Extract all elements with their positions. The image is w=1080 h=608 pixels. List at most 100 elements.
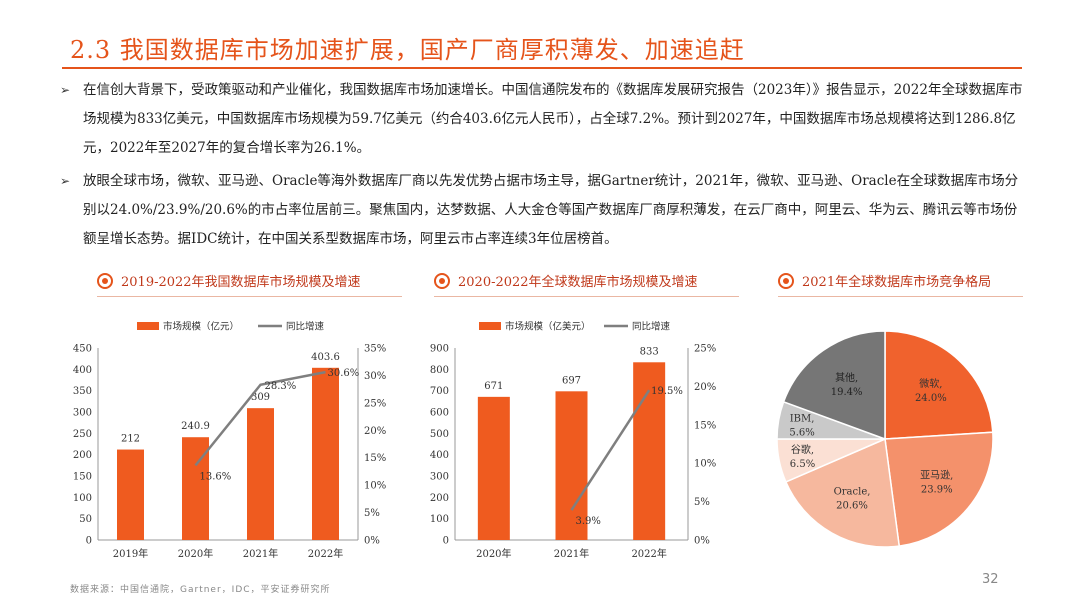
source-note: 数据来源：中国信通院，Gartner，IDC，平安证券研究所 — [70, 585, 331, 595]
left-tick-label: 200 — [430, 493, 449, 504]
growth-data-label: 30.6% — [328, 368, 360, 379]
x-tick-label: 2021年 — [243, 547, 278, 560]
x-tick-label: 2021年 — [554, 547, 589, 560]
target-icon — [434, 272, 450, 289]
section-divider — [97, 296, 402, 297]
bar-data-label: 403.6 — [311, 352, 340, 363]
pie-slice — [884, 330, 994, 440]
right-tick-label: 10% — [364, 481, 386, 492]
left-tick-label: 400 — [430, 450, 449, 461]
pie-slice — [782, 330, 886, 441]
bar-data-label: 212 — [121, 434, 140, 445]
left-tick-label: 250 — [73, 429, 92, 440]
left-tick-label: 500 — [430, 429, 449, 440]
left-tick-label: 100 — [73, 493, 92, 504]
bullet-item: ➢ 在信创大背景下，受政策驱动和产业催化，我国数据库市场加速增长。中国信通院发布… — [60, 76, 1030, 163]
chart-title-china-market: 2019-2022年我国数据库市场规模及增速 — [97, 271, 361, 290]
legend-bar-label: 市场规模（亿美元） — [505, 321, 591, 333]
legend-bar-label: 市场规模（亿元） — [163, 321, 239, 333]
growth-data-label: 13.6% — [200, 471, 232, 482]
pie-slice-label: 其他, — [835, 371, 858, 384]
pie-slice — [784, 437, 901, 548]
right-tick-label: 5% — [694, 497, 710, 508]
page-title: 2.3 我国数据库市场加速扩展，国产厂商厚积薄发、加速追赶 — [70, 36, 745, 64]
left-tick-label: 600 — [430, 408, 449, 419]
legend-line-label: 同比增速 — [286, 321, 325, 333]
right-tick-label: 15% — [364, 453, 386, 464]
right-tick-label: 0% — [694, 536, 710, 547]
bar — [247, 408, 274, 540]
left-tick-label: 150 — [73, 472, 92, 483]
bullet-item: ➢ 放眼全球市场，微软、亚马逊、Oracle等海外数据库厂商以先发优势占据市场主… — [60, 167, 1030, 254]
growth-data-label: 3.9% — [576, 516, 601, 527]
pie-slice-label: 微软, — [919, 377, 942, 390]
pie-slice-value: 5.6% — [789, 427, 814, 438]
left-tick-label: 0 — [443, 536, 449, 547]
bar-data-label: 309 — [251, 392, 270, 403]
target-icon — [97, 272, 113, 289]
right-tick-label: 5% — [364, 508, 380, 519]
x-tick-label: 2022年 — [308, 547, 343, 560]
pie-slice — [884, 431, 994, 547]
right-tick-label: 30% — [364, 371, 386, 382]
growth-line — [570, 389, 651, 511]
bar-data-label: 240.9 — [181, 421, 210, 432]
right-tick-label: 20% — [694, 382, 716, 393]
pie-slice-label: 谷歌, — [791, 443, 814, 456]
bar — [477, 396, 510, 540]
pie-slice-value: 24.0% — [915, 393, 947, 404]
pie-slice-value: 6.5% — [790, 459, 815, 470]
right-tick-label: 20% — [364, 426, 386, 437]
bullet-arrow-icon: ➢ — [60, 83, 71, 97]
legend-bar-swatch — [137, 322, 159, 330]
right-tick-label: 10% — [694, 459, 716, 470]
left-tick-label: 50 — [79, 514, 92, 525]
left-tick-label: 200 — [73, 450, 92, 461]
pie-slice-value: 20.6% — [836, 500, 868, 511]
section-divider — [434, 296, 739, 297]
pie-slice-value: 23.9% — [921, 485, 953, 496]
growth-line — [194, 370, 326, 467]
left-tick-label: 300 — [73, 408, 92, 419]
x-tick-label: 2020年 — [476, 547, 511, 560]
left-tick-label: 900 — [430, 344, 449, 355]
right-tick-label: 25% — [364, 398, 386, 409]
title-divider — [62, 67, 1022, 69]
pie-slice-value: 19.4% — [831, 387, 863, 398]
x-tick-label: 2020年 — [178, 547, 213, 560]
bullet-text: 在信创大背景下，受政策驱动和产业催化，我国数据库市场加速增长。中国信通院发布的《… — [83, 82, 1023, 156]
legend-bar-swatch — [479, 322, 501, 330]
left-tick-label: 800 — [430, 365, 449, 376]
chart-title-competition: 2021年全球数据库市场竞争格局 — [778, 271, 991, 290]
bar-data-label: 697 — [562, 375, 581, 386]
x-tick-label: 2019年 — [113, 547, 148, 560]
bar — [117, 449, 144, 540]
pie-slice-label: Oracle, — [834, 486, 871, 497]
bullet-list: ➢ 在信创大背景下，受政策驱动和产业催化，我国数据库市场加速增长。中国信通院发布… — [60, 76, 1030, 258]
bullet-text: 放眼全球市场，微软、亚马逊、Oracle等海外数据库厂商以先发优势占据市场主导，… — [83, 173, 1019, 247]
section-divider — [778, 296, 1023, 297]
bar — [312, 367, 339, 540]
left-tick-label: 400 — [73, 365, 92, 376]
left-tick-label: 700 — [430, 386, 449, 397]
chart-title-global-market: 2020-2022年全球数据库市场规模及增速 — [434, 271, 698, 290]
legend-line-label: 同比增速 — [632, 321, 671, 333]
target-icon — [778, 272, 794, 289]
left-tick-label: 300 — [430, 472, 449, 483]
pie-slice-label: 亚马逊, — [920, 470, 953, 482]
bar-data-label: 833 — [640, 346, 659, 357]
left-tick-label: 450 — [73, 344, 92, 355]
growth-data-label: 19.5% — [651, 386, 683, 397]
right-tick-label: 35% — [364, 344, 386, 355]
left-tick-label: 350 — [73, 386, 92, 397]
bar — [555, 391, 588, 540]
page-number: 32 — [982, 572, 999, 587]
right-tick-label: 0% — [364, 536, 380, 547]
left-tick-label: 0 — [86, 536, 92, 547]
pie-slice-label: IBM, — [790, 413, 815, 424]
bullet-arrow-icon: ➢ — [60, 174, 71, 188]
growth-data-label: 28.3% — [265, 381, 297, 392]
right-tick-label: 25% — [694, 344, 716, 355]
x-tick-label: 2022年 — [631, 547, 666, 560]
